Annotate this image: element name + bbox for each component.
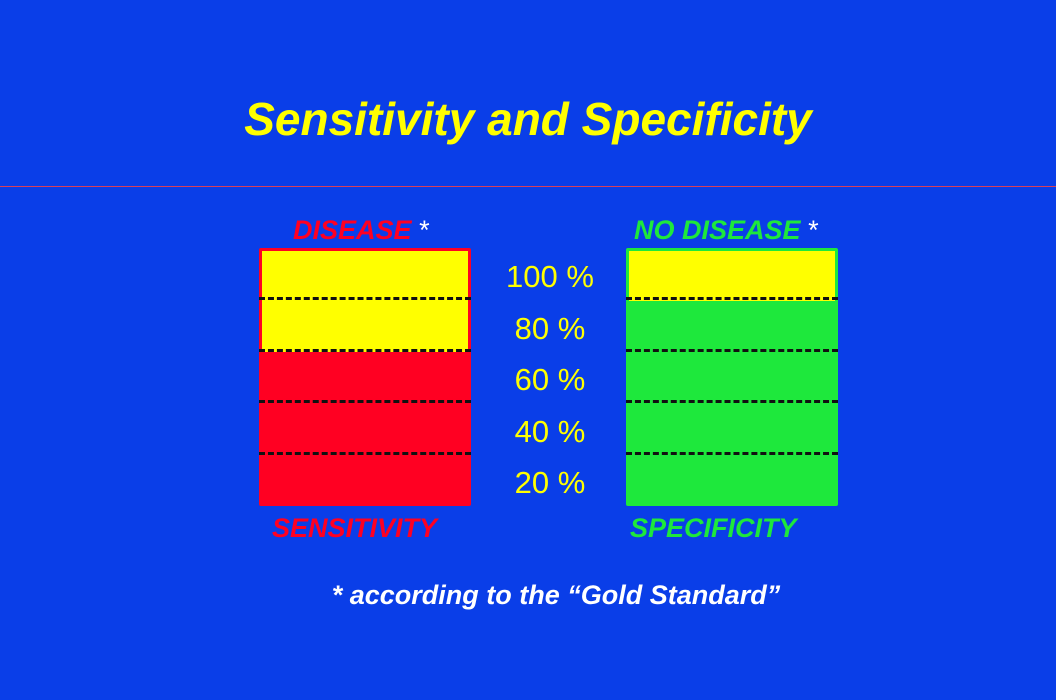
sensitivity-bar bbox=[259, 248, 471, 506]
scale-label-40: 40 % bbox=[514, 414, 586, 449]
scale-label-20: 20 % bbox=[514, 465, 586, 500]
sensitivity-highlight bbox=[262, 251, 468, 352]
scale-label-100: 100 % bbox=[506, 259, 594, 294]
right-line-80 bbox=[626, 297, 838, 300]
disease-header-star: * bbox=[419, 215, 430, 245]
gold-standard-note: * according to the “Gold Standard” bbox=[331, 580, 781, 610]
scale-label-80: 80 % bbox=[514, 311, 586, 346]
left-line-80 bbox=[259, 297, 471, 300]
title-divider bbox=[0, 186, 1056, 187]
specificity-label: SPECIFICITY bbox=[630, 513, 797, 543]
left-line-40 bbox=[259, 400, 471, 403]
right-line-60 bbox=[626, 349, 838, 352]
disease-header: DISEASE * bbox=[293, 215, 430, 246]
left-line-20 bbox=[259, 452, 471, 455]
no-disease-header: NO DISEASE * bbox=[634, 215, 819, 246]
specificity-bar bbox=[626, 248, 838, 506]
right-line-40 bbox=[626, 400, 838, 403]
no-disease-header-star: * bbox=[808, 215, 819, 245]
disease-header-label: DISEASE bbox=[293, 215, 412, 245]
no-disease-header-label: NO DISEASE bbox=[634, 215, 801, 245]
slide-title: Sensitivity and Specificity bbox=[244, 93, 812, 145]
sensitivity-label: SENSITIVITY bbox=[272, 513, 438, 543]
specificity-highlight bbox=[629, 251, 835, 301]
scale-label-60: 60 % bbox=[514, 362, 586, 397]
right-line-20 bbox=[626, 452, 838, 455]
left-line-60 bbox=[259, 349, 471, 352]
